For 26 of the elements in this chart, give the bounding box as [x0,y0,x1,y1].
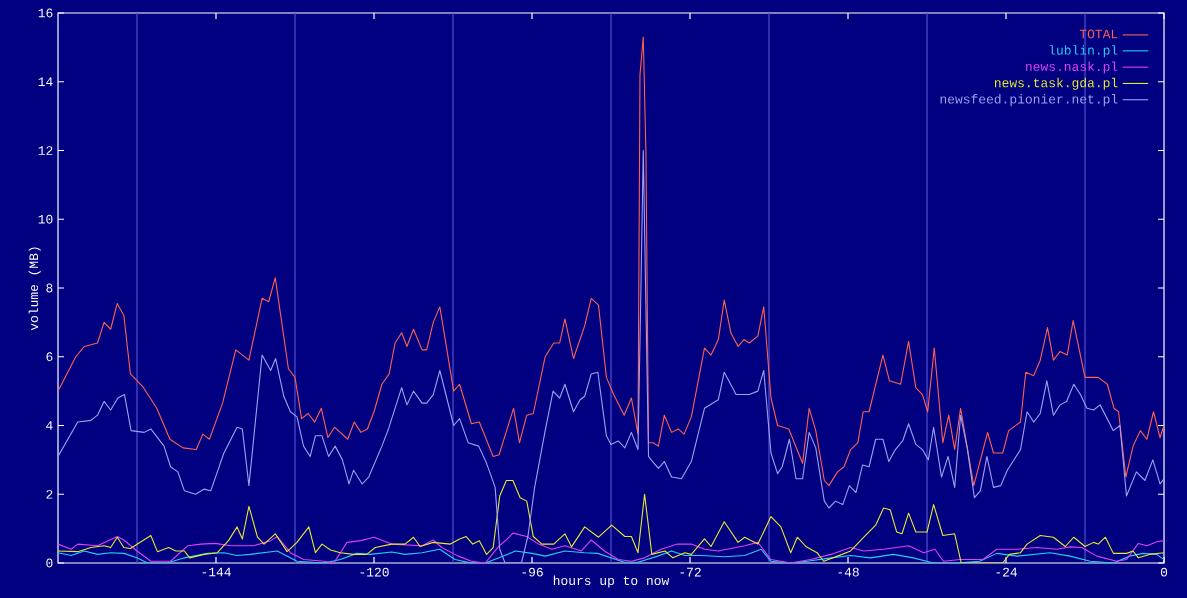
legend-label: news.nask.pl [1026,61,1118,74]
line-series [58,532,1165,563]
y-tick-label: 0 [46,558,53,568]
y-tick-label: 4 [46,421,53,430]
y-tick-label: 12 [38,146,53,155]
y-tick-label: 8 [46,283,53,293]
line-series [58,479,1165,563]
x-tick-label: -96 [522,567,543,577]
y-tick-label: 16 [38,8,53,18]
x-axis-title: hours up to now [553,575,670,588]
x-tick-label: -120 [360,567,389,577]
y-tick-label: 14 [38,77,53,87]
x-tick-label: -24 [996,567,1017,577]
y-tick-label: 2 [46,489,53,499]
legend-label: lublin.pl [1049,45,1118,58]
x-tick-label: -48 [838,567,859,577]
y-tick-label: 10 [38,214,53,224]
x-tick-label: 0 [1160,567,1168,577]
legend-label: news.task.gda.pl [994,77,1118,90]
line-series [58,149,1165,563]
y-tick-label: 6 [46,352,53,362]
x-tick-label: -144 [202,567,231,577]
y-axis-title: volume (MB) [28,247,41,331]
legend-label: newsfeed.pionier.net.pl [940,94,1118,107]
x-tick-label: -72 [680,567,701,577]
legend-label: TOTAL [1079,29,1118,39]
